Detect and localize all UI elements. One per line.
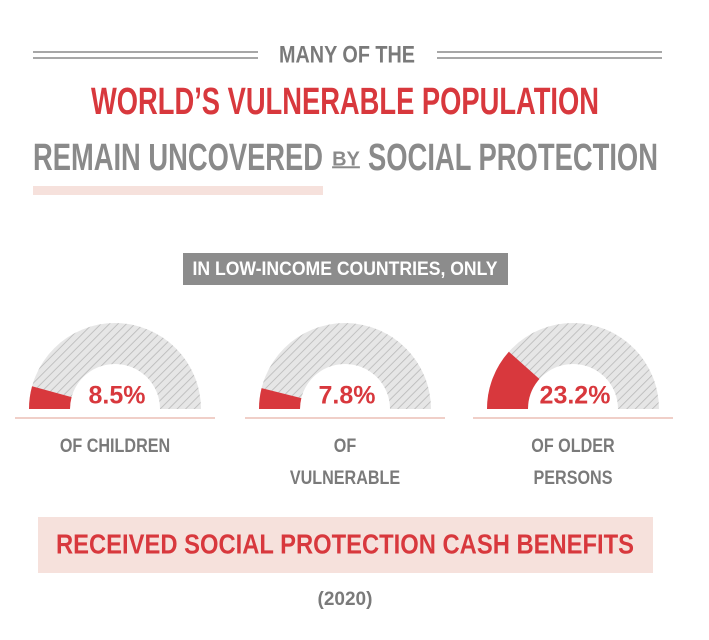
gauges: 8.5% OF CHILDREN 7.8% OF VULNERABLE PEOPLE 2… xyxy=(15,323,673,501)
gauge-track xyxy=(259,323,431,409)
underline-bar xyxy=(33,186,323,195)
banner: IN LOW-INCOME COUNTRIES, ONLY xyxy=(193,259,498,280)
category-box: OF OLDER PERSONS xyxy=(531,436,615,489)
title-by: BY xyxy=(332,148,360,170)
title: SOCIAL PROTECTION xyxy=(368,137,658,179)
value-label: 7.8% xyxy=(319,382,376,410)
category-box: OF VULNERABLE PEOPLE xyxy=(289,436,401,501)
category-label: OF OLDER PERSONS xyxy=(531,436,615,489)
category-label: OF VULNERABLE PEOPLE xyxy=(289,436,401,501)
gauge-fill xyxy=(29,386,72,409)
kicker-rules xyxy=(33,51,662,59)
statement: RECEIVED SOCIAL PROTECTION CASH BENEFITS xyxy=(56,528,634,559)
banner-box xyxy=(183,253,508,285)
title: REMAIN UNCOVERED xyxy=(33,137,323,179)
value-label: 8.5% xyxy=(89,382,146,410)
kicker: MANY OF THE xyxy=(279,41,415,68)
title: WORLD’S VULNERABLE POPULATION xyxy=(91,81,599,123)
year: (2020) xyxy=(318,589,373,610)
gauge-fill xyxy=(487,351,540,409)
category-label: OF CHILDREN xyxy=(59,436,171,457)
category-box: OF CHILDREN xyxy=(59,436,171,457)
value-label: 23.2% xyxy=(540,382,611,410)
gauge-fill xyxy=(259,388,302,409)
statement-box xyxy=(38,517,653,573)
gauge-track xyxy=(29,323,201,409)
